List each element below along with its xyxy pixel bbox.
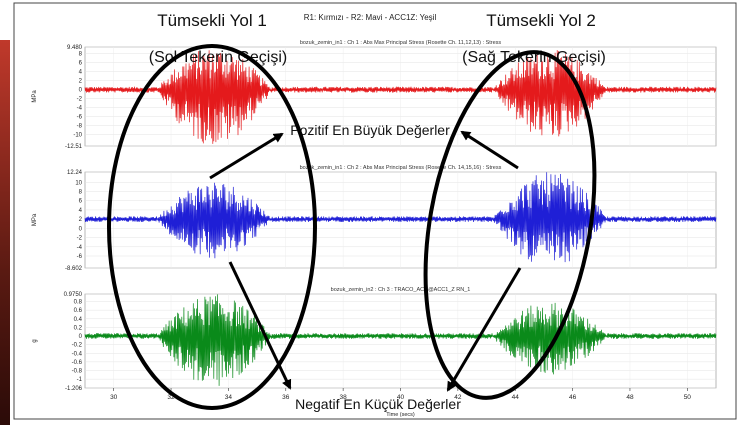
x-tick-label: 38 xyxy=(340,394,348,401)
x-tick-label: 44 xyxy=(512,394,520,401)
x-tick-label: 30 xyxy=(110,394,118,401)
y-tick-label: 10 xyxy=(75,180,82,186)
y-tick-label: 0.9750 xyxy=(64,292,83,298)
panel-title: bozuk_zemin_in2 : Ch 3 : TRACO_ACC@ACC1_… xyxy=(331,287,471,293)
series-line-r2 xyxy=(84,172,717,263)
series-line-acc1z xyxy=(84,294,717,386)
figure-frame xyxy=(13,2,737,420)
x-tick-label: 32 xyxy=(167,394,175,401)
y-tick-label: -12.51 xyxy=(65,144,83,150)
y-tick-label: -4 xyxy=(77,245,83,251)
y-tick-label: -10 xyxy=(73,133,82,139)
y-tick-label: -1.206 xyxy=(65,386,83,392)
y-tick-label: 12.24 xyxy=(67,170,83,176)
bump2-ellipse xyxy=(423,50,597,400)
annotation-overlay: Tümsekli Yol 1 (Sol Tekerin Geçişi) Tüms… xyxy=(107,11,606,412)
negative-label: Negatif En Küçük Değerler xyxy=(295,396,461,412)
x-tick-label: 46 xyxy=(569,394,577,401)
panels-group: bozuk_zemin_in1 : Ch 1 : Abs Max Princip… xyxy=(32,40,717,418)
bump2-title: Tümsekli Yol 2 xyxy=(486,11,596,30)
y-tick-label: -2 xyxy=(77,236,83,242)
y-tick-label: 4 xyxy=(79,208,83,214)
arrow-negative-left xyxy=(228,261,292,390)
y-tick-label: -0.2 xyxy=(72,343,83,349)
y-tick-label: 8 xyxy=(79,190,83,196)
y-tick-label: -8.602 xyxy=(65,266,83,272)
bump2-subtitle: (Sağ Tekerin Geçişi) xyxy=(462,49,606,66)
y-tick-label: 2 xyxy=(79,79,83,85)
y-tick-label: 6 xyxy=(79,199,83,205)
y-tick-label: 6 xyxy=(79,61,83,67)
bump1-title: Tümsekli Yol 1 xyxy=(157,11,267,30)
panel-3: bozuk_zemin_in2 : Ch 3 : TRACO_ACC@ACC1_… xyxy=(32,287,717,418)
panel-1: bozuk_zemin_in1 : Ch 1 : Abs Max Princip… xyxy=(32,40,717,150)
positive-label: Pozitif En Büyük Değerler xyxy=(290,122,450,138)
arrow-positive-left xyxy=(209,132,284,180)
y-tick-label: -4 xyxy=(77,106,83,112)
x-tick-label: 40 xyxy=(397,394,405,401)
y-axis-label: g xyxy=(32,339,38,342)
arrow-negative-right xyxy=(446,267,522,392)
y-tick-label: 0.6 xyxy=(74,308,83,314)
x-tick-label: 48 xyxy=(626,394,634,401)
panel-2: bozuk_zemin_in1 : Ch 2 : Abs Max Princip… xyxy=(32,165,717,272)
series-line-r1 xyxy=(84,50,717,144)
y-tick-label: 0.4 xyxy=(74,317,83,323)
x-tick-label: 42 xyxy=(454,394,462,401)
y-tick-label: 0.2 xyxy=(74,325,83,331)
y-tick-label: 2 xyxy=(79,217,83,223)
bump1-ellipse xyxy=(107,44,317,410)
x-tick-label: 34 xyxy=(225,394,233,401)
y-tick-label: 9.480 xyxy=(67,45,83,51)
y-tick-label: -1 xyxy=(77,377,83,383)
y-tick-label: 0 xyxy=(79,334,83,340)
y-tick-label: 0 xyxy=(79,88,83,94)
y-tick-label: -6 xyxy=(77,115,83,121)
y-tick-label: -0.8 xyxy=(72,369,83,375)
y-tick-label: 0.8 xyxy=(74,300,83,306)
y-tick-label: -8 xyxy=(77,124,83,130)
left-photo-strip xyxy=(0,40,10,425)
x-tick-label: 50 xyxy=(684,394,692,401)
y-tick-label: 4 xyxy=(79,70,83,76)
x-tick-label: 36 xyxy=(282,394,290,401)
y-axis-label: MPa xyxy=(32,213,38,226)
y-tick-label: -2 xyxy=(77,97,83,103)
y-tick-label: 8 xyxy=(79,52,83,58)
panel-title: bozuk_zemin_in1 : Ch 1 : Abs Max Princip… xyxy=(300,40,502,46)
panel-title: bozuk_zemin_in1 : Ch 2 : Abs Max Princip… xyxy=(300,165,502,171)
y-tick-label: -0.4 xyxy=(72,351,83,357)
y-axis-label: MPa xyxy=(32,90,38,103)
x-axis-label: Time (secs) xyxy=(386,412,415,418)
arrow-positive-right xyxy=(460,130,519,170)
y-tick-label: -0.6 xyxy=(72,360,83,366)
y-tick-label: 0 xyxy=(79,226,83,232)
legend-text: R1: Kırmızı - R2: Mavi - ACC1Z: Yeşil xyxy=(304,13,437,22)
y-tick-label: -6 xyxy=(77,254,83,260)
